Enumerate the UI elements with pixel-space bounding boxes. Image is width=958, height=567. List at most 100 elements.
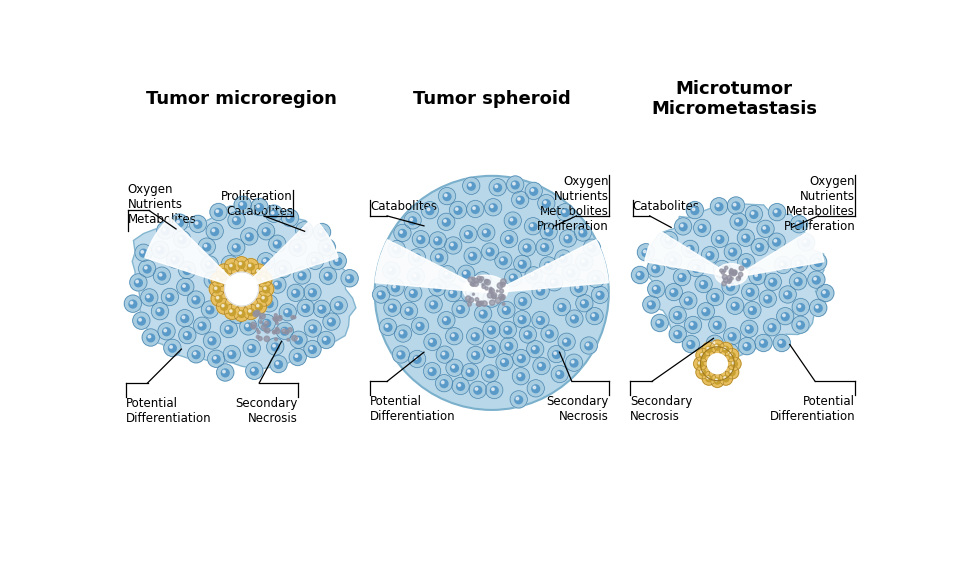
Circle shape [240, 228, 258, 245]
Circle shape [591, 286, 608, 303]
Circle shape [699, 353, 706, 359]
Circle shape [279, 316, 282, 318]
Circle shape [651, 314, 669, 332]
Circle shape [295, 246, 298, 248]
Circle shape [774, 239, 777, 242]
Circle shape [562, 264, 580, 281]
Circle shape [516, 196, 524, 204]
Circle shape [541, 325, 559, 342]
Circle shape [437, 255, 440, 258]
Circle shape [773, 209, 781, 217]
Circle shape [177, 221, 179, 223]
Circle shape [240, 318, 257, 335]
Circle shape [531, 189, 534, 192]
Circle shape [209, 277, 217, 285]
Circle shape [504, 327, 512, 334]
Circle shape [224, 272, 259, 306]
Circle shape [797, 303, 805, 311]
Circle shape [490, 387, 498, 395]
Circle shape [665, 284, 682, 301]
Circle shape [769, 278, 777, 286]
Circle shape [673, 268, 691, 286]
Circle shape [510, 391, 527, 408]
Circle shape [212, 229, 215, 232]
Circle shape [675, 332, 677, 335]
Circle shape [477, 301, 482, 306]
Circle shape [689, 321, 696, 329]
Circle shape [282, 209, 299, 227]
Circle shape [542, 200, 550, 208]
Circle shape [565, 236, 568, 239]
Circle shape [384, 324, 392, 331]
Circle shape [693, 265, 700, 272]
Circle shape [559, 255, 567, 263]
Circle shape [226, 261, 234, 268]
Circle shape [167, 251, 184, 268]
Circle shape [164, 339, 181, 357]
Circle shape [138, 317, 146, 325]
Circle shape [263, 287, 266, 289]
Circle shape [698, 362, 700, 364]
Circle shape [413, 356, 421, 363]
Circle shape [227, 262, 230, 265]
Circle shape [383, 262, 400, 279]
Circle shape [474, 278, 478, 283]
Circle shape [379, 318, 397, 336]
Circle shape [249, 264, 251, 266]
Circle shape [721, 271, 724, 274]
Circle shape [765, 297, 767, 299]
Circle shape [525, 332, 528, 335]
Circle shape [497, 283, 503, 289]
Circle shape [656, 319, 664, 327]
Circle shape [722, 346, 729, 353]
Circle shape [178, 261, 195, 279]
Circle shape [208, 350, 225, 367]
Circle shape [468, 302, 471, 306]
Circle shape [292, 289, 300, 297]
Circle shape [795, 260, 803, 268]
Circle shape [273, 240, 281, 248]
Circle shape [739, 272, 742, 277]
Circle shape [257, 253, 274, 270]
Circle shape [699, 370, 706, 375]
Circle shape [517, 373, 525, 380]
Circle shape [768, 233, 786, 250]
Circle shape [559, 305, 562, 307]
Circle shape [208, 337, 216, 345]
Circle shape [648, 281, 665, 298]
Circle shape [726, 349, 734, 357]
Circle shape [466, 232, 468, 235]
Circle shape [258, 314, 275, 332]
Circle shape [162, 227, 170, 235]
Circle shape [221, 369, 229, 377]
Circle shape [586, 344, 589, 346]
Circle shape [486, 370, 493, 378]
Circle shape [328, 318, 335, 326]
Circle shape [755, 335, 772, 352]
Circle shape [711, 374, 724, 387]
Circle shape [182, 316, 185, 319]
Circle shape [730, 249, 733, 252]
Circle shape [441, 351, 448, 359]
Circle shape [255, 310, 260, 316]
Circle shape [468, 183, 475, 190]
Circle shape [449, 242, 457, 250]
Circle shape [429, 279, 446, 296]
Text: Microtumor
Micrometastasis: Microtumor Micrometastasis [651, 79, 817, 118]
Circle shape [559, 230, 577, 247]
Circle shape [562, 210, 565, 213]
Text: Tumor spheroid: Tumor spheroid [413, 90, 571, 108]
Circle shape [524, 218, 541, 235]
Circle shape [125, 295, 142, 312]
Circle shape [777, 307, 794, 325]
Circle shape [290, 331, 308, 348]
Polygon shape [132, 205, 355, 369]
Circle shape [699, 281, 707, 289]
Circle shape [255, 282, 262, 290]
Circle shape [706, 252, 714, 260]
Circle shape [547, 331, 550, 334]
Circle shape [224, 304, 240, 319]
Circle shape [679, 275, 682, 277]
Circle shape [511, 218, 513, 221]
Circle shape [473, 281, 478, 286]
